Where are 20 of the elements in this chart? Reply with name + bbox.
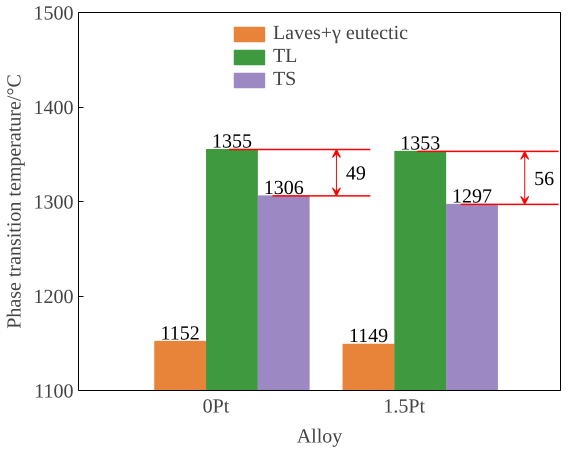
annotation: 49 [346, 162, 366, 185]
x-tick-label: 1.5Pt [383, 396, 426, 418]
data-label: 1152 [160, 322, 200, 344]
legend-label: TS [272, 68, 296, 91]
data-label: 1355 [212, 130, 252, 153]
data-label: 1149 [348, 325, 388, 348]
data-label: 1297 [452, 185, 492, 208]
x-axis-title: Alloy [296, 426, 342, 448]
y-tick-label: 1400 [34, 97, 74, 119]
data-label: 1353 [400, 132, 440, 154]
y-tick-label: 1200 [34, 286, 74, 308]
x-tick-label: 0Pt [202, 396, 230, 418]
y-tick-label: 1100 [34, 380, 74, 402]
y-axis-title: Phase transition temperature/°C [4, 74, 26, 329]
y-tick-label: 1300 [34, 192, 74, 214]
annotation: 56 [534, 168, 554, 190]
data-label: 1306 [264, 176, 304, 199]
y-tick-label: 1500 [34, 2, 74, 24]
legend-label: TL [272, 45, 298, 68]
legend-label: Laves+γ eutectic [272, 22, 408, 45]
